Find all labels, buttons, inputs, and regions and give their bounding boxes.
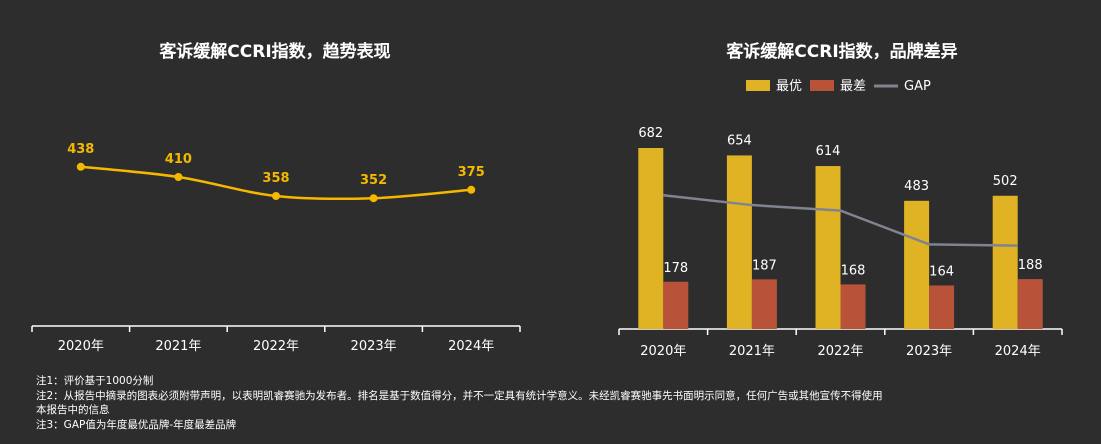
bar-best [815,166,841,329]
bar-best [904,200,930,329]
bar-worst [840,284,866,329]
x-tick-label: 2022年 [817,344,863,359]
footnote-2: 注2：从报告中摘录的图表必须附带声明，以表明凯睿赛驰为发布者。排名是基于数值得分… [36,389,883,402]
trend-point [272,192,280,200]
gap-line [663,193,1018,247]
x-tick-label: 2020年 [640,344,686,359]
trend-point [76,162,85,171]
trend-line-chart: 客诉缓解CCRI指数，趋势表现 438 2020年 410 2021年 358 2022年… [31,41,521,354]
bar-worst [751,279,777,329]
brand-gap-bar-chart: 客诉缓解CCRI指数，品牌差异 最优 最差 GAP 682 178 2020年 654 18… [618,41,1063,359]
x-tick-label: 2024年 [995,344,1041,359]
trend-data-label: 375 [458,165,485,180]
x-tick-label: 2023年 [351,339,397,354]
bar-best-label: 682 [638,126,663,141]
legend-label-worst: 最差 [840,79,866,94]
trend-data-label: 438 [67,142,94,157]
bar-best-label: 502 [993,174,1018,189]
x-tick-label: 2020年 [58,339,104,354]
bar-best-label: 654 [727,133,752,148]
footnote-2-continued: 本报告中的信息 [36,404,110,416]
bar-best [638,147,664,329]
bar-worst-label: 187 [752,258,777,273]
bar-best [726,155,752,329]
trend-point [174,172,183,181]
footnote-1: 注1：评价基于1000分制 [36,375,154,387]
legend: 最优 最差 GAP [746,79,931,94]
right-chart-title: 客诉缓解CCRI指数，品牌差异 [725,41,957,62]
bar-worst-label: 164 [929,264,954,279]
right-plot-area: 682 178 2020年 654 187 2021年 614 168 2022年 483 164 2… [618,126,1063,359]
trend-point [467,185,476,194]
x-tick-label: 2021年 [155,339,201,354]
x-tick-label: 2023年 [906,344,952,359]
footnote-3: 注3：GAP值为年度最优品牌-年度最差品牌 [36,418,237,431]
x-tick-label: 2022年 [253,339,299,354]
bar-best-label: 483 [904,179,929,194]
legend-label-gap: GAP [904,79,931,94]
bar-worst [663,281,689,329]
x-tick-label: 2024年 [448,339,494,354]
trend-data-label: 352 [360,173,387,188]
bar-worst [929,285,955,329]
bar-worst [1017,279,1043,329]
legend-swatch-worst [810,80,834,91]
legend-label-best: 最优 [776,79,802,94]
trend-data-label: 410 [165,152,192,167]
left-chart-title: 客诉缓解CCRI指数，趋势表现 [158,41,390,62]
x-tick-label: 2021年 [729,344,775,359]
bar-best-label: 614 [816,144,841,159]
bar-best [992,195,1018,329]
bar-worst-label: 178 [663,261,688,276]
legend-swatch-best [746,80,770,91]
bar-worst-label: 168 [841,263,866,278]
footnotes: 注1：评价基于1000分制 注2：从报告中摘录的图表必须附带声明，以表明凯睿赛驰… [36,374,1036,432]
trend-data-label: 358 [262,171,289,186]
bar-worst-label: 188 [1018,258,1043,273]
left-plot-area: 438 2020年 410 2021年 358 2022年 352 2023年 375 2024年 [31,142,521,354]
trend-point [369,194,378,203]
